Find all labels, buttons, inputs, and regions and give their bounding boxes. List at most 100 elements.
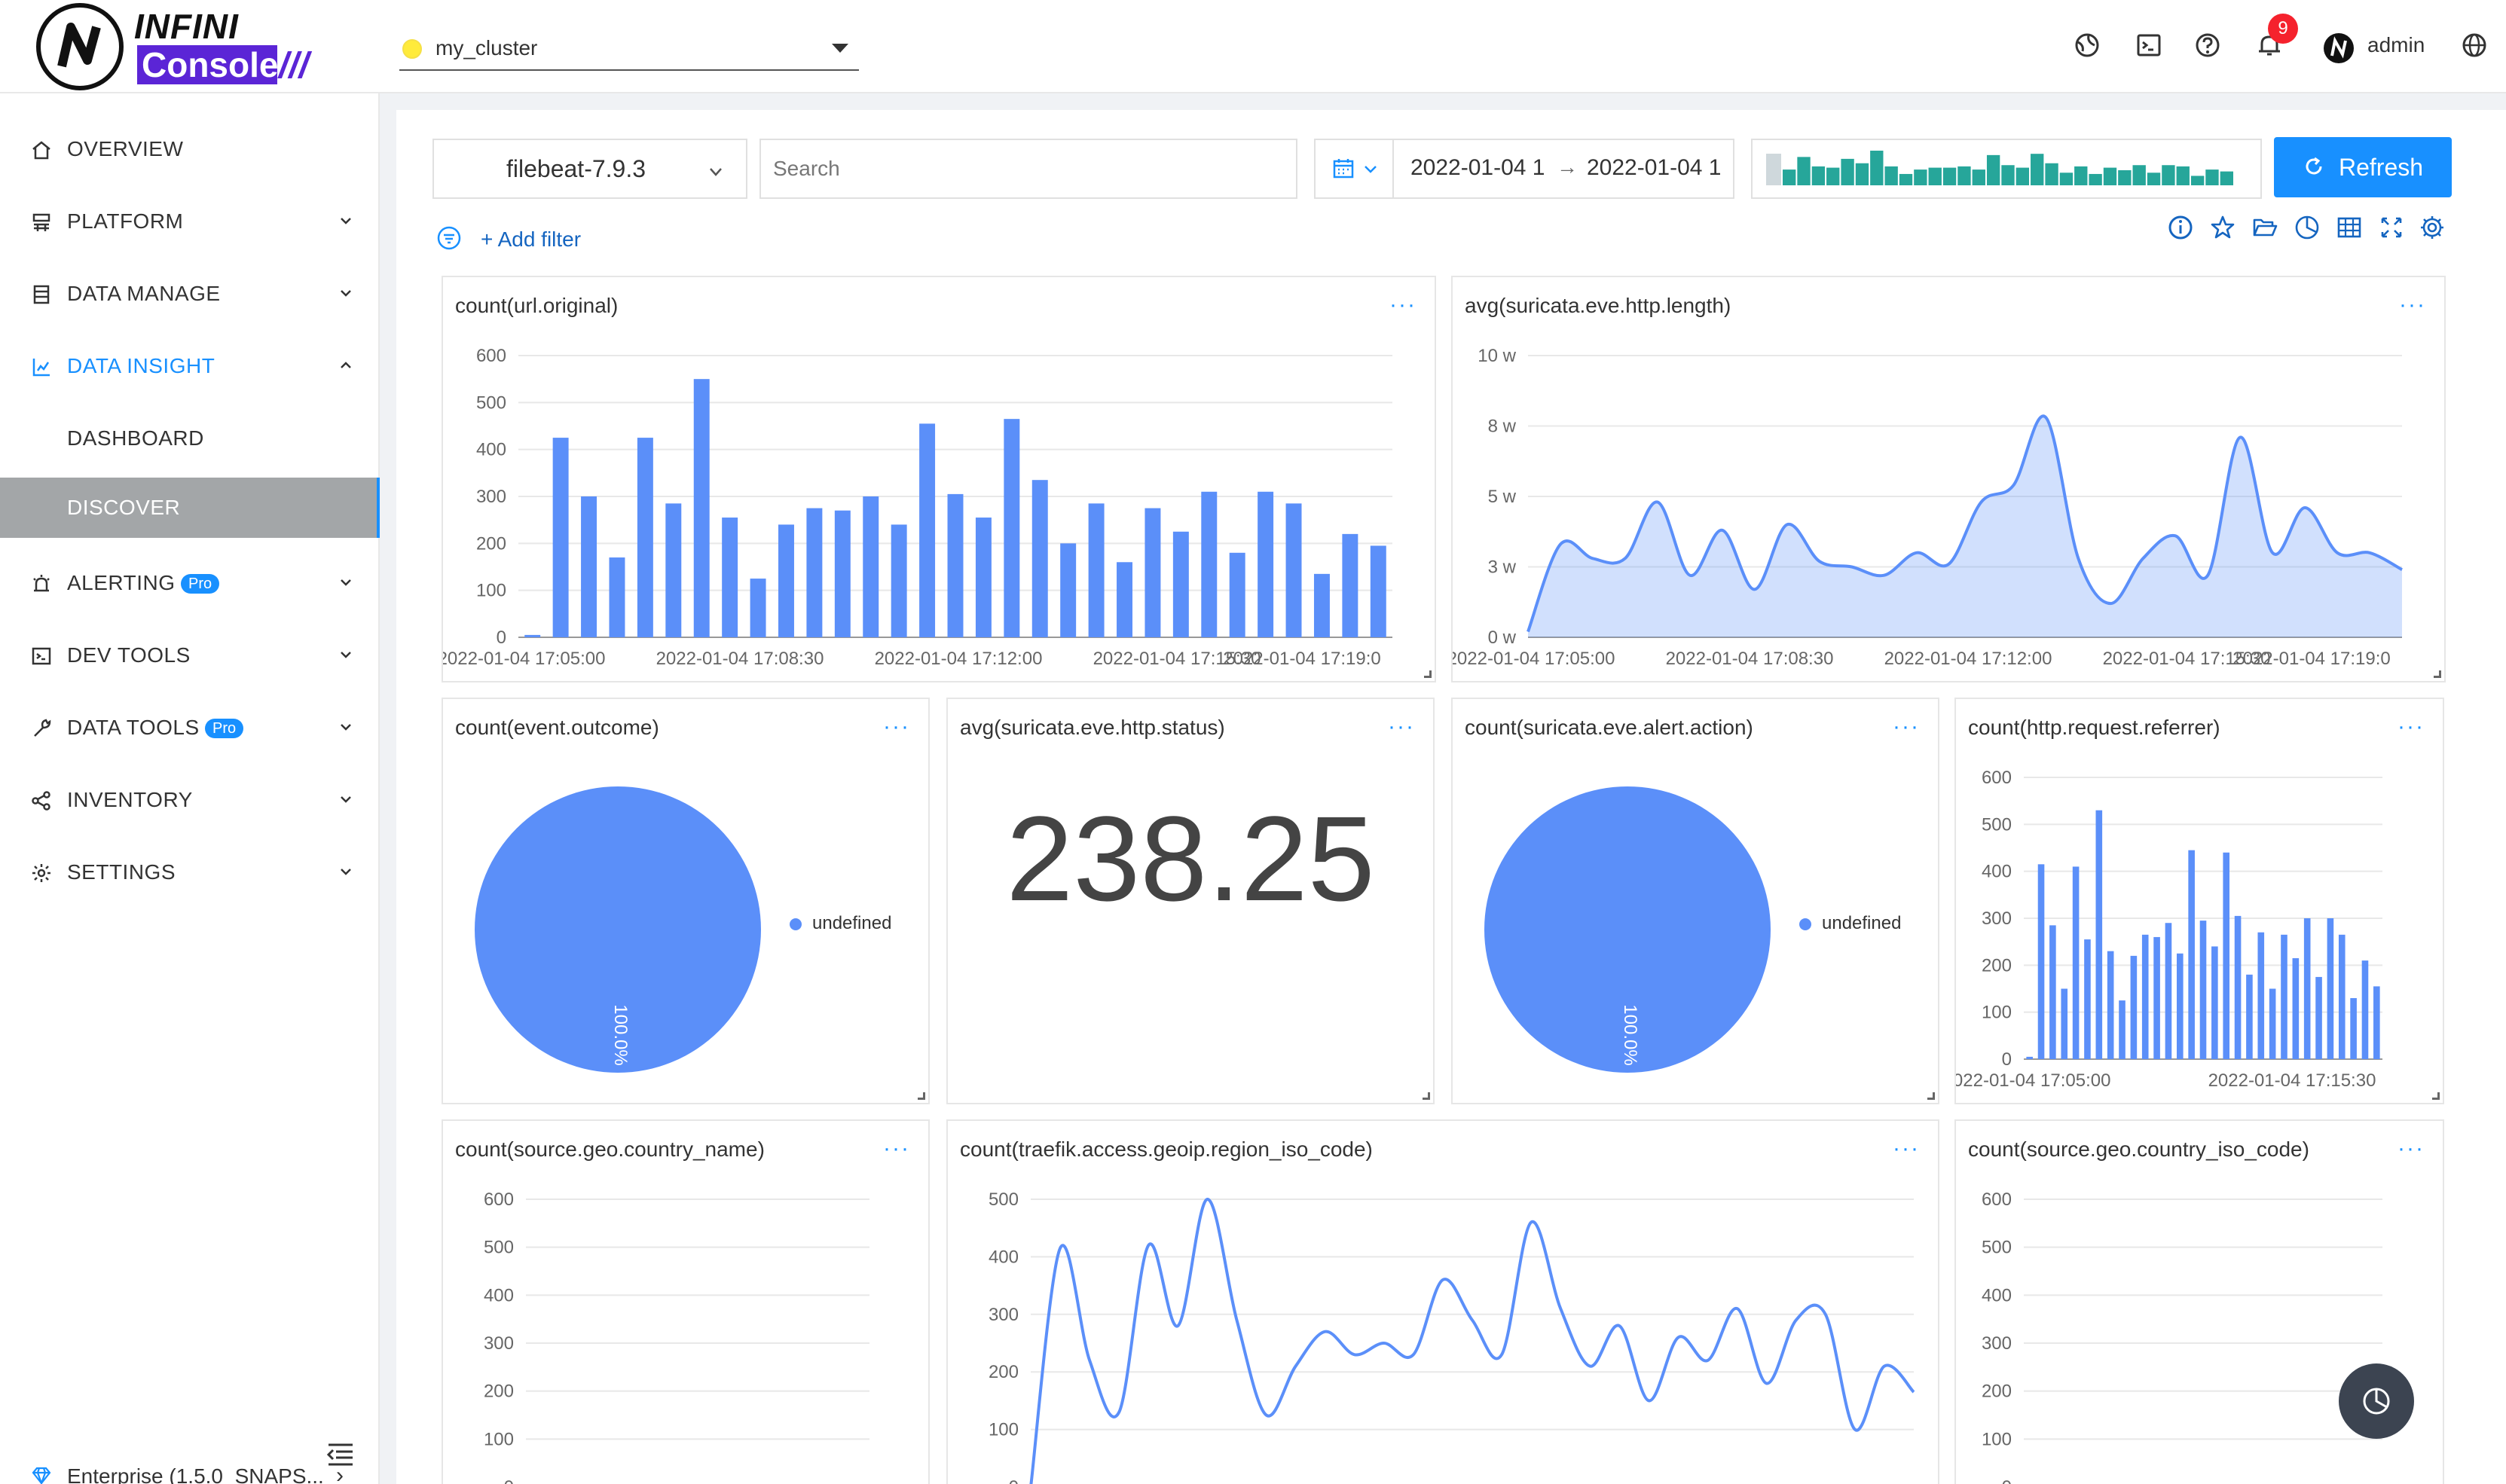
pie-chart-icon[interactable]	[2294, 214, 2321, 241]
bar	[1117, 562, 1132, 637]
resize-handle[interactable]	[1423, 1092, 1430, 1100]
sidebar-item-discover[interactable]: DISCOVER	[0, 478, 380, 538]
sidebar-item-label: DATA TOOLS	[67, 716, 200, 739]
language-icon[interactable]	[2461, 32, 2488, 59]
histogram-bar	[1928, 167, 1942, 185]
folder-open-icon[interactable]	[2251, 214, 2278, 241]
bar	[2315, 976, 2322, 1059]
sidebar-item-data-insight[interactable]: DATA INSIGHT	[0, 336, 380, 396]
legend-item[interactable]: undefined	[790, 913, 891, 934]
y-tick-label: 0	[1009, 1477, 1019, 1484]
histogram-chart[interactable]	[1753, 140, 2260, 197]
sidebar-item-platform[interactable]: PLATFORM	[0, 191, 380, 252]
info-icon[interactable]	[2167, 214, 2194, 241]
search-input[interactable]	[759, 139, 1297, 199]
date-range-picker[interactable]: 2022-01-04 1 → 2022-01-04 1	[1314, 139, 1734, 199]
notification-badge: 9	[2268, 14, 2298, 44]
filter-icon[interactable]	[437, 226, 461, 250]
y-tick-label: 200	[476, 533, 506, 554]
resize-handle[interactable]	[1927, 1092, 1935, 1100]
resize-handle[interactable]	[918, 1092, 925, 1100]
date-from[interactable]: 2022-01-04 1	[1410, 155, 1545, 180]
panel-http-status[interactable]: avg(suricata.eve.http.status) ··· 238.25	[946, 698, 1435, 1104]
panel-http-length[interactable]: 0 w 3 w 5 w 8 w 10 w 2022-01-04 17:05:00 2022-…	[1451, 276, 2446, 682]
help-icon[interactable]	[2194, 32, 2221, 59]
panel-region-iso[interactable]: 0 100 200 300 400 500 count(traefik.access.ge…	[946, 1119, 1939, 1484]
more-options-icon[interactable]: ···	[883, 1136, 910, 1161]
metric-value: 238.25	[1006, 791, 1375, 926]
bar	[2303, 918, 2311, 1059]
avatar[interactable]	[2324, 33, 2354, 63]
sidebar-item-dev-tools[interactable]: DEV TOOLS	[0, 625, 380, 686]
series-line	[1527, 414, 2403, 633]
more-options-icon[interactable]: ···	[1389, 292, 1417, 317]
date-quick-select[interactable]	[1316, 140, 1394, 197]
panel-alert-action[interactable]: 100.0% count(suricata.eve.alert.action) …	[1451, 698, 1939, 1104]
sidebar-item-inventory[interactable]: INVENTORY	[0, 770, 380, 830]
bar	[2165, 923, 2172, 1059]
sidebar-item-alerting[interactable]: ALERTING Pro	[0, 553, 380, 613]
sidebar-item-label: DATA MANAGE	[67, 282, 221, 305]
bar	[2292, 957, 2300, 1059]
resize-handle[interactable]	[1424, 670, 1432, 678]
gear-icon	[32, 864, 50, 882]
series-area	[1528, 416, 2402, 637]
time-histogram[interactable]	[1751, 139, 2262, 199]
console-icon[interactable]	[2135, 32, 2162, 59]
chart-icon	[32, 359, 50, 377]
y-tick-label: 8 w	[1488, 417, 1517, 437]
histogram-bar	[1884, 166, 1898, 185]
add-filter-button[interactable]: + Add filter	[481, 227, 582, 251]
y-tick-label: 500	[484, 1238, 514, 1258]
sidebar-item-overview[interactable]: OVERVIEW	[0, 119, 380, 179]
histogram-bar	[2176, 166, 2190, 185]
resize-handle[interactable]	[2434, 670, 2441, 678]
table-icon[interactable]	[2336, 214, 2363, 241]
license-info[interactable]: Enterprise (1.5.0_SNAPS... ›	[0, 1446, 380, 1484]
cluster-selector[interactable]: my_cluster	[399, 29, 859, 71]
panel-country-name[interactable]: 0 100 200 300 400 500 600 count(source.geo.cou…	[442, 1119, 930, 1484]
y-tick-label: 400	[1982, 862, 2012, 882]
more-options-icon[interactable]: ···	[2399, 292, 2426, 317]
arrow-right-icon: →	[1557, 155, 1578, 179]
histogram-bar	[2089, 173, 2102, 185]
sidebar-item-data-manage[interactable]: DATA MANAGE	[0, 264, 380, 324]
more-options-icon[interactable]: ···	[2398, 714, 2425, 739]
more-options-icon[interactable]: ···	[883, 714, 910, 739]
chevron-down-icon	[341, 218, 351, 224]
panel-referrer[interactable]: 0 100 200 300 400 500 600 2022-01-04 17:05:00 20…	[1954, 698, 2444, 1104]
collapse-menu-icon[interactable]	[325, 1442, 356, 1467]
resize-handle[interactable]	[2432, 1092, 2440, 1100]
more-options-icon[interactable]: ···	[1388, 714, 1415, 739]
refresh-button[interactable]: Refresh	[2274, 137, 2452, 197]
histogram-bar	[2147, 173, 2161, 185]
more-options-icon[interactable]: ···	[1893, 1136, 1920, 1161]
user-name[interactable]: admin	[2367, 33, 2425, 56]
sidebar-item-dashboard[interactable]: DASHBOARD	[0, 408, 380, 469]
sidebar-item-settings[interactable]: SETTINGS	[0, 842, 380, 902]
app-logo[interactable]: INFINI Console ///	[36, 3, 338, 90]
star-icon[interactable]	[2209, 214, 2236, 241]
index-selector[interactable]: filebeat-7.9.3	[432, 139, 747, 199]
globe-monitor-icon[interactable]	[2074, 32, 2101, 59]
legend-item[interactable]: undefined	[1799, 913, 1901, 934]
bar	[2199, 921, 2207, 1059]
chevron-right-icon: ›	[336, 1463, 344, 1484]
diamond-icon	[32, 1467, 51, 1484]
panel-country-iso[interactable]: 0 100 200 300 400 500 600 count(source.geo.cou…	[1954, 1119, 2444, 1484]
sidebar-item-data-tools[interactable]: DATA TOOLS Pro	[0, 698, 380, 758]
more-options-icon[interactable]: ···	[1893, 714, 1920, 739]
more-options-icon[interactable]: ···	[2398, 1136, 2425, 1161]
pie-slice	[1484, 786, 1771, 1073]
fullscreen-icon[interactable]	[2378, 214, 2405, 241]
bar	[2246, 974, 2253, 1059]
bar	[2084, 939, 2091, 1059]
bar	[975, 518, 992, 637]
panel-event-outcome[interactable]: 100.0% count(event.outcome) ··· undefine…	[442, 698, 930, 1104]
bar	[891, 524, 907, 637]
floating-chart-button[interactable]	[2339, 1363, 2414, 1439]
y-tick-label: 300	[476, 487, 506, 507]
date-to[interactable]: 2022-01-04 1	[1587, 155, 1722, 180]
panel-url-count[interactable]: 0 100 200 300 400 500 600 2022-01-04 17:05:00 20…	[442, 276, 1436, 682]
settings-icon[interactable]	[2419, 214, 2446, 241]
